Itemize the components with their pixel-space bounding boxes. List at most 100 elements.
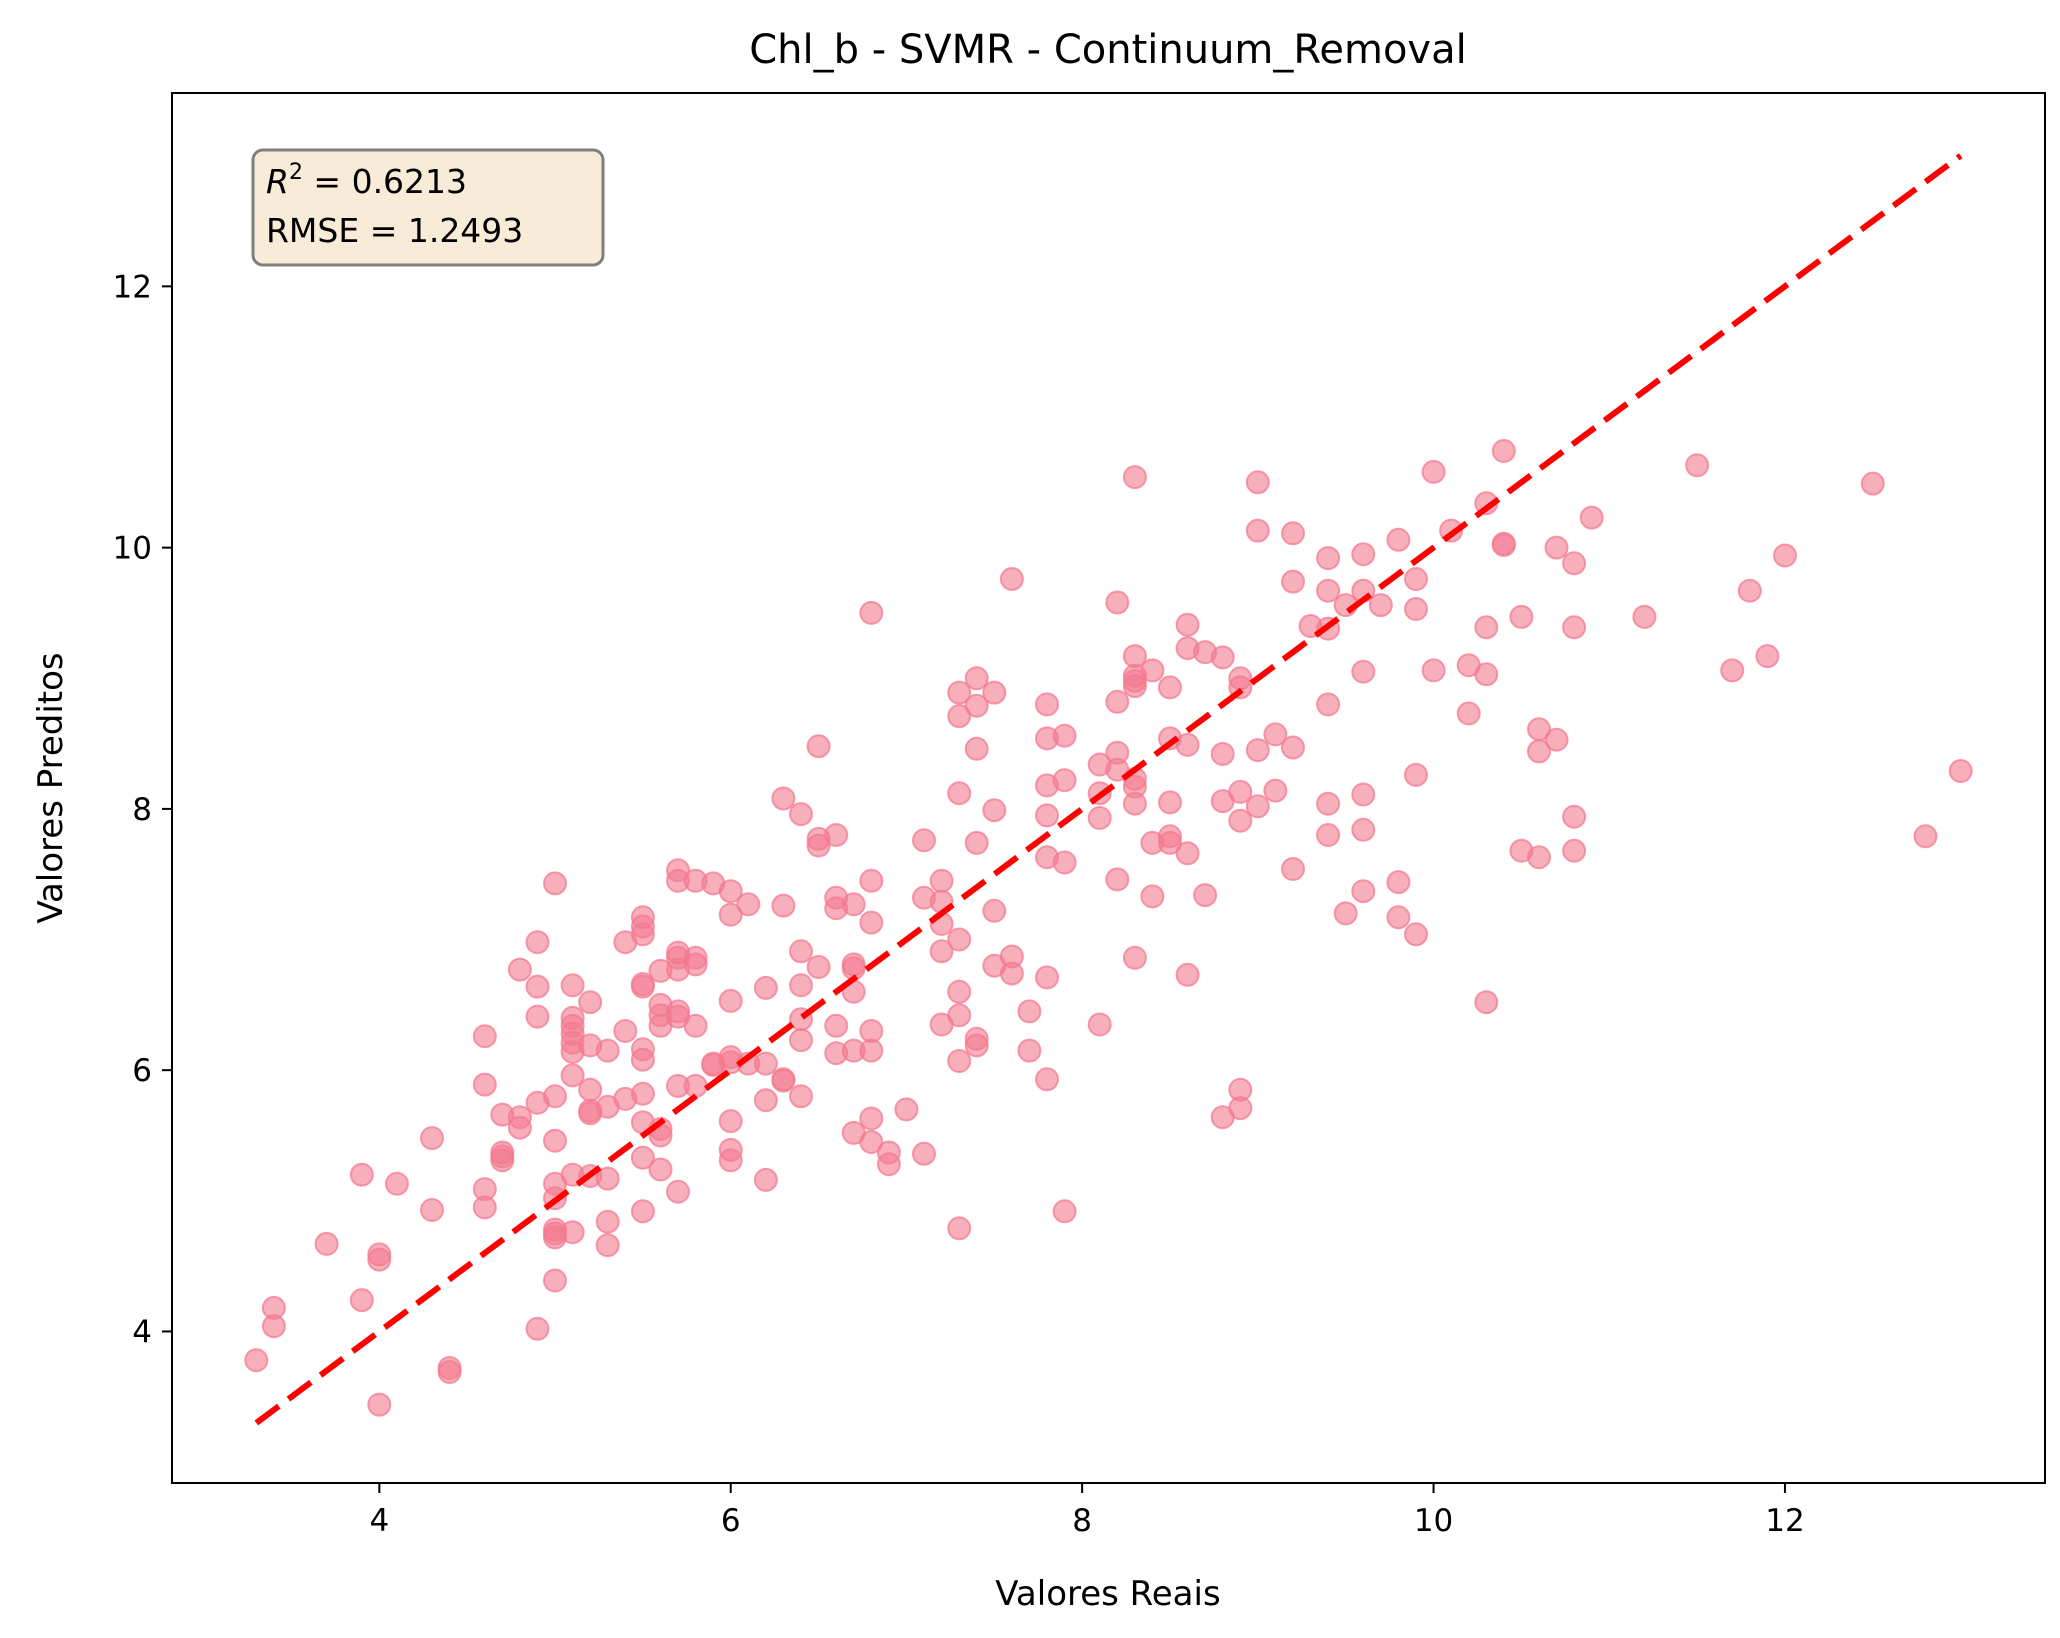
data-point-14 (472, 1024, 497, 1049)
data-point-258 (1386, 870, 1411, 895)
data-point-281 (1544, 535, 1569, 560)
data-point-262 (1404, 762, 1428, 787)
x-axis-label: Valores Reais (995, 1574, 1220, 1614)
data-point-201 (1122, 674, 1147, 699)
data-point-175 (1017, 999, 1042, 1024)
rmse-text: RMSE = 1.2493 (266, 211, 523, 250)
data-point-289 (1685, 453, 1710, 478)
data-point-213 (1158, 830, 1182, 855)
data-point-93 (683, 1073, 708, 1098)
data-point-137 (859, 868, 884, 893)
data-point-169 (982, 798, 1007, 823)
data-point-60 (613, 1019, 638, 1043)
data-point-183 (1035, 1067, 1059, 1092)
data-point-22 (507, 957, 532, 982)
data-point-288 (1632, 604, 1657, 629)
data-point-11 (420, 1198, 444, 1222)
data-point-144 (876, 1152, 901, 1177)
data-point-148 (912, 1141, 936, 1166)
data-point-238 (1281, 569, 1305, 594)
r2-superscript: 2 (289, 160, 303, 185)
data-point-47 (560, 1220, 585, 1245)
data-point-220 (1193, 883, 1218, 908)
data-point-91 (683, 952, 708, 977)
data-point-125 (824, 823, 849, 847)
data-point-7 (367, 1247, 392, 1272)
x-tick-label-10: 10 (1414, 1503, 1453, 1539)
data-point-249 (1333, 901, 1358, 926)
data-point-104 (718, 1148, 743, 1173)
data-point-177 (1035, 692, 1059, 717)
y-axis-label: Valores Preditos (31, 652, 71, 923)
data-point-279 (1527, 739, 1551, 764)
data-point-79 (648, 1157, 673, 1182)
data-point-230 (1228, 1096, 1253, 1121)
data-point-273 (1491, 439, 1516, 463)
data-point-142 (859, 1130, 884, 1154)
data-point-26 (525, 974, 550, 999)
data-point-193 (1105, 689, 1130, 714)
y-tick-label-10: 10 (113, 531, 152, 567)
data-point-121 (806, 734, 831, 759)
data-point-235 (1263, 722, 1288, 747)
data-point-112 (771, 893, 796, 918)
data-point-228 (1228, 808, 1253, 833)
data-point-286 (1562, 838, 1587, 863)
data-point-208 (1140, 884, 1165, 909)
data-point-88 (666, 1179, 690, 1204)
data-point-276 (1509, 604, 1534, 629)
data-point-216 (1175, 732, 1200, 757)
data-point-155 (947, 704, 972, 729)
data-point-13 (437, 1360, 462, 1384)
data-point-119 (789, 1028, 813, 1053)
data-point-180 (1035, 803, 1059, 828)
data-point-256 (1368, 593, 1393, 618)
data-point-17 (472, 1195, 497, 1220)
data-point-98 (718, 902, 743, 927)
data-point-261 (1404, 597, 1428, 621)
data-point-204 (1122, 791, 1147, 816)
data-point-160 (947, 1049, 972, 1073)
data-point-99 (718, 988, 743, 1013)
data-point-221 (1210, 645, 1235, 670)
data-point-295 (1913, 824, 1938, 849)
data-point-284 (1562, 615, 1587, 640)
chart-title: Chl_b - SVMR - Continuum_Removal (749, 27, 1466, 73)
data-point-231 (1245, 470, 1270, 495)
data-point-184 (1052, 723, 1077, 748)
data-point-290 (1720, 658, 1745, 683)
stats-box (251, 148, 605, 267)
data-point-282 (1544, 727, 1569, 752)
points-layer (244, 439, 1973, 1417)
data-point-66 (630, 974, 655, 999)
data-point-264 (1421, 459, 1446, 484)
y-tick-label-12: 12 (113, 269, 152, 305)
r2-value: = 0.6213 (303, 162, 467, 201)
x-tick-label-6: 6 (721, 1503, 741, 1539)
data-point-108 (753, 1051, 778, 1076)
data-point-182 (1035, 965, 1059, 990)
data-point-232 (1245, 518, 1270, 543)
data-point-296 (1948, 759, 1973, 783)
data-point-236 (1263, 778, 1288, 803)
data-point-186 (1052, 850, 1077, 875)
data-point-105 (736, 892, 761, 917)
data-point-8 (367, 1392, 392, 1417)
data-point-255 (1351, 879, 1376, 904)
data-point-239 (1281, 735, 1305, 760)
data-point-191 (1087, 1012, 1112, 1037)
data-point-174 (999, 961, 1024, 986)
data-point-205 (1122, 945, 1147, 970)
data-point-145 (894, 1097, 919, 1122)
data-point-234 (1245, 794, 1270, 819)
data-point-287 (1579, 505, 1604, 530)
data-point-259 (1386, 905, 1411, 930)
data-point-209 (1158, 675, 1182, 700)
data-point-29 (525, 1316, 550, 1341)
data-point-211 (1158, 790, 1182, 815)
data-point-217 (1175, 841, 1200, 866)
data-point-3 (314, 1231, 339, 1256)
data-point-218 (1175, 962, 1200, 987)
data-point-111 (771, 786, 796, 811)
